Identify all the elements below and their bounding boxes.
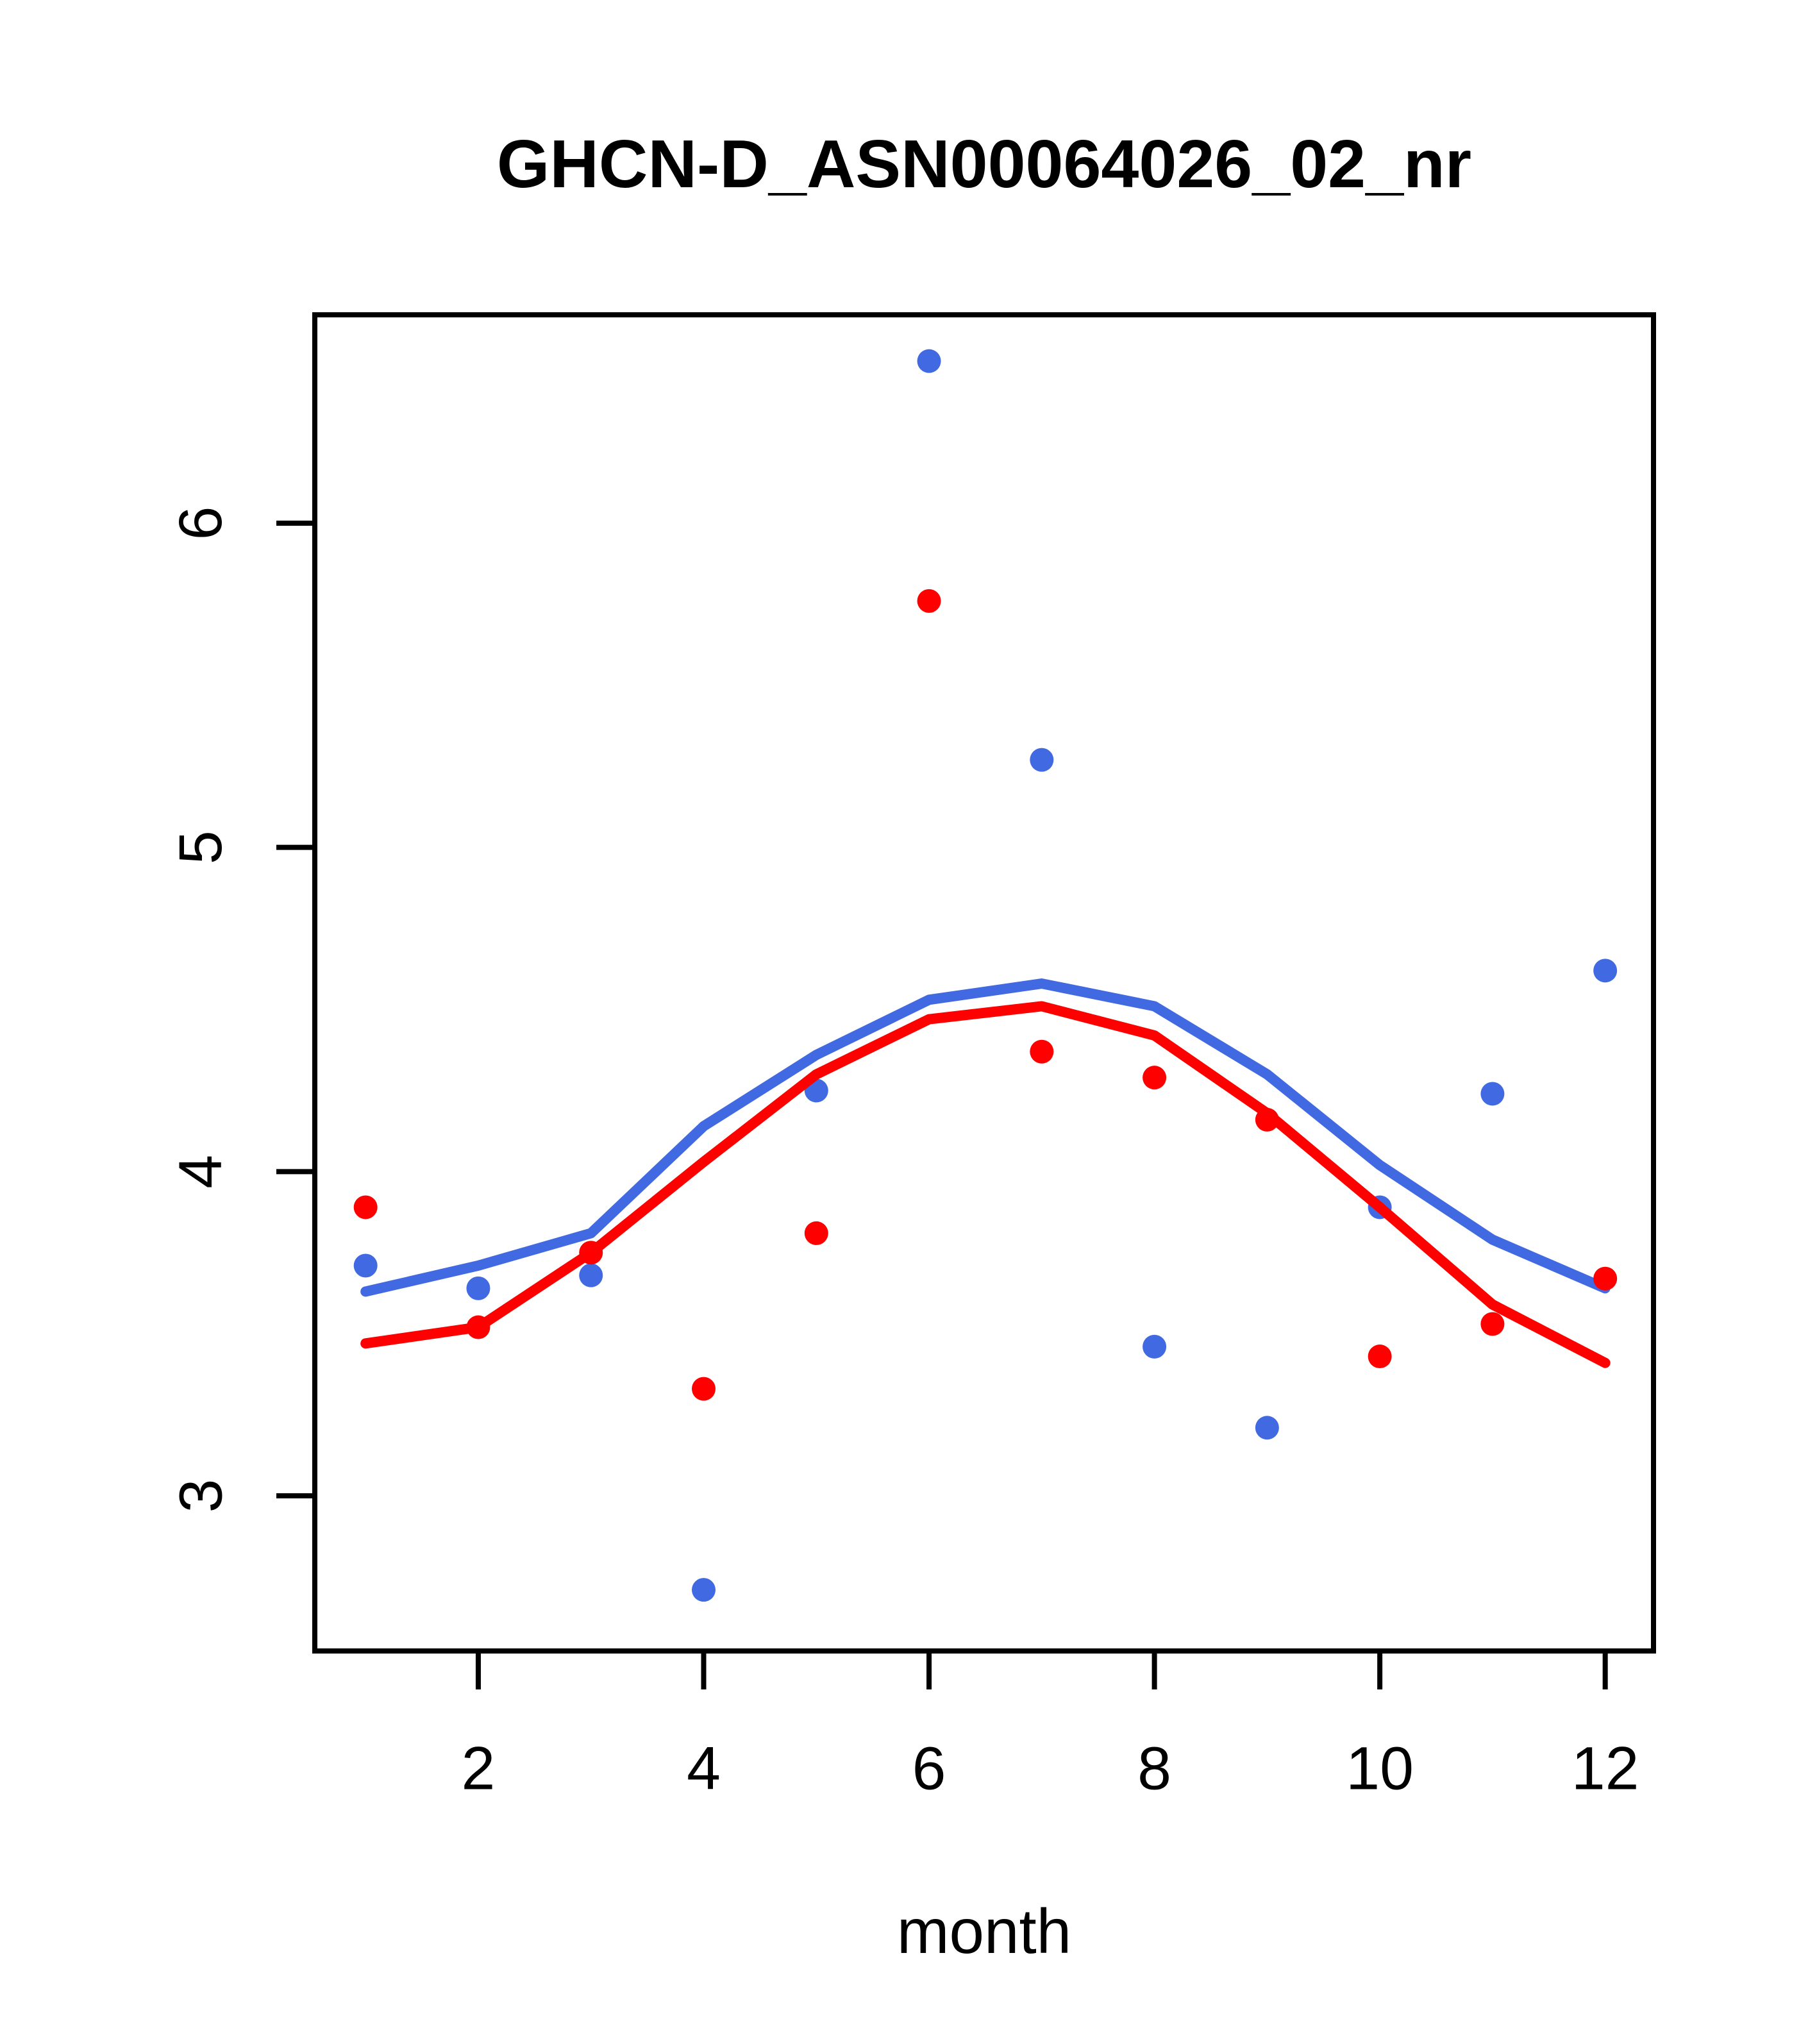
blue-point — [917, 349, 941, 373]
y-tick-label: 5 — [167, 830, 235, 864]
plot-box — [312, 312, 1656, 1654]
y-tick-label: 4 — [167, 1155, 235, 1189]
red-point — [353, 1195, 378, 1219]
red-point — [1255, 1107, 1279, 1132]
red-point — [692, 1377, 716, 1401]
blue-point — [692, 1578, 716, 1602]
y-tick-label: 3 — [167, 1479, 235, 1513]
red-point — [579, 1241, 603, 1265]
red-point — [1480, 1312, 1505, 1336]
red-point — [1593, 1266, 1618, 1291]
blue-point — [466, 1276, 490, 1300]
red-point — [917, 589, 941, 613]
red-line — [360, 1001, 1611, 1368]
red-point — [1030, 1039, 1054, 1064]
blue-point — [1255, 1416, 1279, 1440]
x-tick-label: 12 — [1571, 1734, 1639, 1802]
x-tick-label: 6 — [912, 1734, 946, 1802]
blue-point — [1143, 1334, 1167, 1359]
red-point — [1143, 1066, 1167, 1090]
blue-point — [1593, 959, 1618, 983]
blue-point — [353, 1253, 378, 1278]
blue-point — [1480, 1082, 1505, 1106]
blue-line — [360, 978, 1611, 1297]
red-point — [804, 1221, 828, 1245]
x-tick-label: 2 — [462, 1734, 496, 1802]
chart-title: GHCN-D_ASN00064026_02_nr — [497, 126, 1471, 202]
x-tick-label: 8 — [1137, 1734, 1171, 1802]
blue-point — [1030, 748, 1054, 772]
y-tick-label: 6 — [167, 507, 235, 540]
blue-point — [579, 1263, 603, 1287]
red-point — [466, 1315, 490, 1339]
x-tick-label: 4 — [687, 1734, 721, 1802]
x-tick-label: 10 — [1346, 1734, 1414, 1802]
red-point — [1368, 1345, 1392, 1369]
x-axis-title: month — [897, 1896, 1071, 1966]
